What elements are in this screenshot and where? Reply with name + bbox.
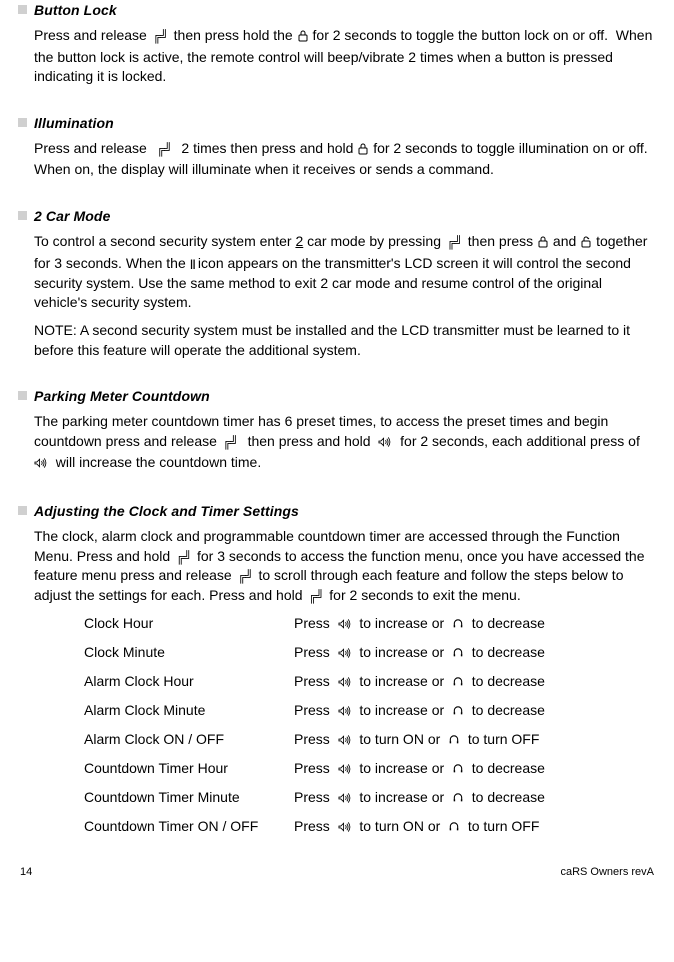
settings-action: Press to turn ON or to turn OFF [294, 731, 656, 749]
headphone-icon [452, 617, 464, 632]
headphone-icon [448, 820, 460, 835]
heading-clock: Adjusting the Clock and Timer Settings [34, 503, 656, 519]
lock-icon [357, 141, 369, 161]
f-icon: ╔╝ [151, 28, 170, 45]
unlock-icon [580, 234, 592, 254]
lock-icon [537, 234, 549, 254]
headphone-icon [452, 646, 464, 661]
headphone-icon [452, 675, 464, 690]
body-parking: The parking meter countdown timer has 6 … [34, 412, 656, 475]
sound-icon [338, 675, 352, 691]
sound-icon [338, 646, 352, 662]
section-parking: Parking Meter Countdown The parking mete… [18, 388, 656, 475]
settings-label: Countdown Timer ON / OFF [84, 818, 294, 836]
heading-illumination: Illumination [34, 115, 656, 131]
settings-row: Alarm Clock HourPress to increase or to … [84, 673, 656, 691]
heading-button-lock: Button Lock [34, 2, 656, 18]
sound-icon [338, 733, 352, 749]
body-button-lock: Press and release ╔╝ then press hold the… [34, 26, 656, 87]
settings-row: Clock MinutePress to increase or to decr… [84, 644, 656, 662]
two-car-icon: Ⅱ [190, 256, 194, 274]
settings-action: Press to increase or to decrease [294, 673, 656, 691]
f-icon: ╔╝ [445, 234, 464, 251]
f-icon: ╔╝ [236, 568, 255, 585]
settings-row: Countdown Timer HourPress to increase or… [84, 760, 656, 778]
bullet-icon [18, 506, 27, 515]
note-two-car: NOTE: A second security system must be i… [34, 321, 656, 360]
settings-table: Clock HourPress to increase or to decrea… [84, 615, 656, 836]
settings-label: Countdown Timer Minute [84, 789, 294, 807]
settings-action: Press to increase or to decrease [294, 615, 656, 633]
settings-action: Press to increase or to decrease [294, 702, 656, 720]
sound-icon [338, 762, 352, 778]
bullet-icon [18, 118, 27, 127]
page: Button Lock Press and release ╔╝ then pr… [0, 0, 674, 888]
section-button-lock: Button Lock Press and release ╔╝ then pr… [18, 2, 656, 87]
sound-icon [338, 617, 352, 633]
settings-action: Press to increase or to decrease [294, 644, 656, 662]
headphone-icon [452, 791, 464, 806]
heading-parking: Parking Meter Countdown [34, 388, 656, 404]
settings-action: Press to increase or to decrease [294, 789, 656, 807]
section-clock: Adjusting the Clock and Timer Settings T… [18, 503, 656, 836]
settings-action: Press to turn ON or to turn OFF [294, 818, 656, 836]
section-illumination: Illumination Press and release ╔╝ 2 time… [18, 115, 656, 180]
bullet-icon [18, 391, 27, 400]
lock-icon [297, 28, 309, 48]
sound-icon [338, 820, 352, 836]
settings-action: Press to increase or to decrease [294, 760, 656, 778]
sound-icon [338, 791, 352, 807]
bullet-icon [18, 211, 27, 220]
settings-label: Alarm Clock ON / OFF [84, 731, 294, 749]
f-icon: ╔╝ [306, 588, 325, 605]
settings-row: Alarm Clock MinutePress to increase or t… [84, 702, 656, 720]
body-clock: The clock, alarm clock and programmable … [34, 527, 656, 605]
heading-two-car: 2 Car Mode [34, 208, 656, 224]
sound-icon [378, 434, 392, 454]
bullet-icon [18, 5, 27, 14]
footer: 14 caRS Owners revA [18, 866, 656, 878]
settings-row: Countdown Timer ON / OFFPress to turn ON… [84, 818, 656, 836]
headphone-icon [452, 762, 464, 777]
headphone-icon [448, 733, 460, 748]
settings-label: Alarm Clock Hour [84, 673, 294, 691]
settings-label: Countdown Timer Hour [84, 760, 294, 778]
settings-label: Clock Minute [84, 644, 294, 662]
settings-row: Countdown Timer MinutePress to increase … [84, 789, 656, 807]
settings-row: Alarm Clock ON / OFFPress to turn ON or … [84, 731, 656, 749]
page-number: 14 [20, 866, 32, 878]
settings-label: Alarm Clock Minute [84, 702, 294, 720]
headphone-icon [452, 704, 464, 719]
f-icon: ╔╝ [221, 434, 240, 451]
doc-ref: caRS Owners revA [560, 866, 654, 878]
body-illumination: Press and release ╔╝ 2 times then press … [34, 139, 656, 180]
body-two-car: To control a second security system ente… [34, 232, 656, 313]
section-two-car-mode: 2 Car Mode To control a second security … [18, 208, 656, 360]
settings-label: Clock Hour [84, 615, 294, 633]
settings-row: Clock HourPress to increase or to decrea… [84, 615, 656, 633]
sound-icon [34, 455, 48, 475]
sound-icon [338, 704, 352, 720]
f-icon: ╔╝ [155, 141, 174, 158]
f-icon: ╔╝ [174, 549, 193, 566]
